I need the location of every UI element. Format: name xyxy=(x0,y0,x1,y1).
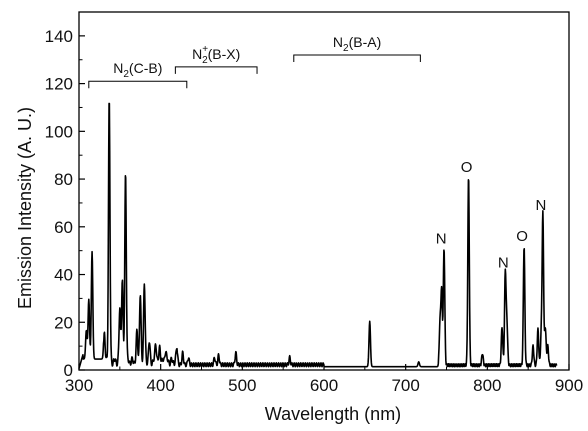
axes: 300 400 500 600 700 800 900 0 20 40 60 80 100 120 140 xyxy=(45,11,583,395)
x-tick-label: 700 xyxy=(391,376,419,395)
band-label: N2(C-B) xyxy=(113,60,162,80)
peak-annotation: O xyxy=(516,228,528,245)
x-tick-label: 500 xyxy=(228,376,256,395)
y-axis-title: Emission Intensity (A. U.) xyxy=(15,107,35,309)
peak-annotation: N xyxy=(535,197,546,214)
band-label: N+ 2(B-X) xyxy=(192,44,240,66)
y-tick-label: 120 xyxy=(45,75,73,94)
band-bracket xyxy=(88,80,188,89)
y-tick-label: 60 xyxy=(54,218,73,237)
x-tick-label: 600 xyxy=(310,376,338,395)
y-tick-label: 40 xyxy=(54,266,73,285)
x-tick-label: 300 xyxy=(65,376,93,395)
peak-annotation: N xyxy=(498,254,509,271)
y-tick-label: 80 xyxy=(54,170,73,189)
x-tick-label: 900 xyxy=(555,376,583,395)
band-label: N2(B-A) xyxy=(333,34,381,54)
band-groups: N2(C-B) N+ 2(B-X) N2(B-A) xyxy=(88,34,421,89)
y-tick-label: 0 xyxy=(64,361,73,380)
peak-annotation: N xyxy=(436,231,447,248)
band-bracket xyxy=(293,54,421,62)
y-tick-label: 100 xyxy=(45,122,73,141)
y-tick-label: 20 xyxy=(54,313,73,332)
spectrum-line xyxy=(78,102,558,369)
x-tick-label: 400 xyxy=(146,376,174,395)
plot-area xyxy=(78,102,558,369)
peak-annotation: O xyxy=(461,159,473,176)
band-bracket xyxy=(174,66,258,74)
x-tick-label: 800 xyxy=(473,376,501,395)
x-axis-title: Wavelength (nm) xyxy=(265,404,401,424)
y-tick-label: 140 xyxy=(45,27,73,46)
